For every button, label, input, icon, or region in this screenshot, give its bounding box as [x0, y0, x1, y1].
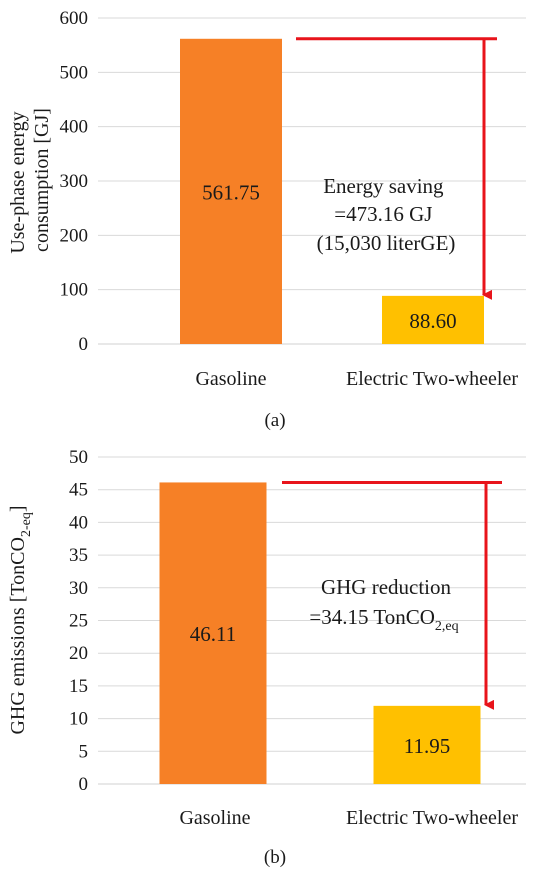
b-y-tick-label: 25 [69, 611, 88, 632]
chart-b-category-electric: Electric Two-wheeler [346, 807, 518, 829]
chart-a-category-gasoline: Gasoline [195, 368, 266, 390]
a-bar-gasoline [180, 38, 282, 344]
chart-a-bars [180, 38, 484, 344]
chart-a: 0 100 200 300 400 500 600 561.75 88.60 Energy … [7, 8, 526, 431]
a-y-tick-label: 400 [60, 117, 89, 138]
b-y-tick-label: 20 [69, 643, 88, 664]
chart-b-category-gasoline: Gasoline [179, 807, 250, 829]
a-y-tick-label: 300 [60, 171, 89, 192]
chart-b-annotation-line-2: =34.15 TonCO2,eq [309, 605, 458, 634]
chart-a-bar-label-electric: 88.60 [409, 309, 456, 333]
chart-a-gridlines [98, 17, 526, 345]
chart-a-annotation-line-3: (15,030 literGE) [317, 231, 456, 255]
b-y-tick-label: 0 [79, 774, 89, 795]
chart-b-bar-label-gasoline: 46.11 [190, 622, 236, 646]
panel-label-b: (b) [264, 847, 286, 868]
b-y-tick-label: 35 [69, 545, 88, 566]
chart-a-category-electric: Electric Two-wheeler [346, 368, 518, 390]
chart-b-annotation-line-2-main: =34.15 TonCO [309, 605, 435, 629]
chart-b-y-axis-label-subscript: 2-eq [19, 512, 34, 537]
b-y-tick-label: 40 [69, 512, 88, 533]
chart-a-annotation: Energy saving =473.16 GJ (15,030 literGE… [317, 174, 456, 255]
chart-b-y-axis-label-main: GHG emissions [TonCO [7, 537, 29, 735]
chart-a-annotation-line-1: Energy saving [323, 174, 444, 198]
b-bar-gasoline [159, 482, 267, 784]
a-y-tick-label: 500 [60, 62, 89, 83]
b-y-tick-label: 50 [69, 447, 88, 468]
chart-b-y-axis-label: GHG emissions [TonCO2-eq] [7, 505, 34, 734]
chart-b-reduction-arrow [282, 480, 502, 710]
chart-a-bar-label-gasoline: 561.75 [202, 180, 260, 204]
chart-a-saving-arrow [296, 37, 497, 300]
chart-b-annotation-line-1: GHG reduction [321, 575, 452, 599]
a-y-tick-label: 100 [60, 280, 89, 301]
a-y-tick-label: 200 [60, 225, 89, 246]
b-bar-electric [373, 705, 481, 784]
chart-b-bars [159, 482, 481, 784]
panel-label-a: (a) [264, 410, 285, 431]
chart-a-annotation-line-2: =473.16 GJ [334, 202, 432, 226]
chart-b: 0 5 10 15 20 25 30 35 40 45 50 46.11 11.95 GHG red… [7, 447, 526, 868]
chart-b-annotation-line-2-subscript: 2,eq [435, 619, 459, 634]
chart-a-y-axis-label: Use-phase energy consumption [GJ] [7, 106, 53, 253]
b-y-tick-label: 5 [79, 741, 89, 762]
chart-a-y-axis-label-line-2: consumption [GJ] [31, 108, 53, 252]
b-y-tick-label: 10 [69, 709, 88, 730]
a-y-tick-label: 600 [60, 8, 89, 29]
chart-a-y-axis-label-line-1: Use-phase energy [7, 111, 29, 253]
chart-b-bar-label-electric: 11.95 [404, 734, 450, 758]
b-y-tick-label: 30 [69, 578, 88, 599]
b-y-tick-label: 15 [69, 676, 88, 697]
chart-a-y-ticks: 0 100 200 300 400 500 600 [60, 8, 89, 355]
b-y-tick-label: 45 [69, 480, 88, 501]
a-bar-electric [382, 295, 484, 344]
chart-b-y-axis-label-end: ] [7, 505, 29, 512]
a-y-tick-label: 0 [79, 334, 89, 355]
chart-b-y-ticks: 0 5 10 15 20 25 30 35 40 45 50 [69, 447, 88, 795]
